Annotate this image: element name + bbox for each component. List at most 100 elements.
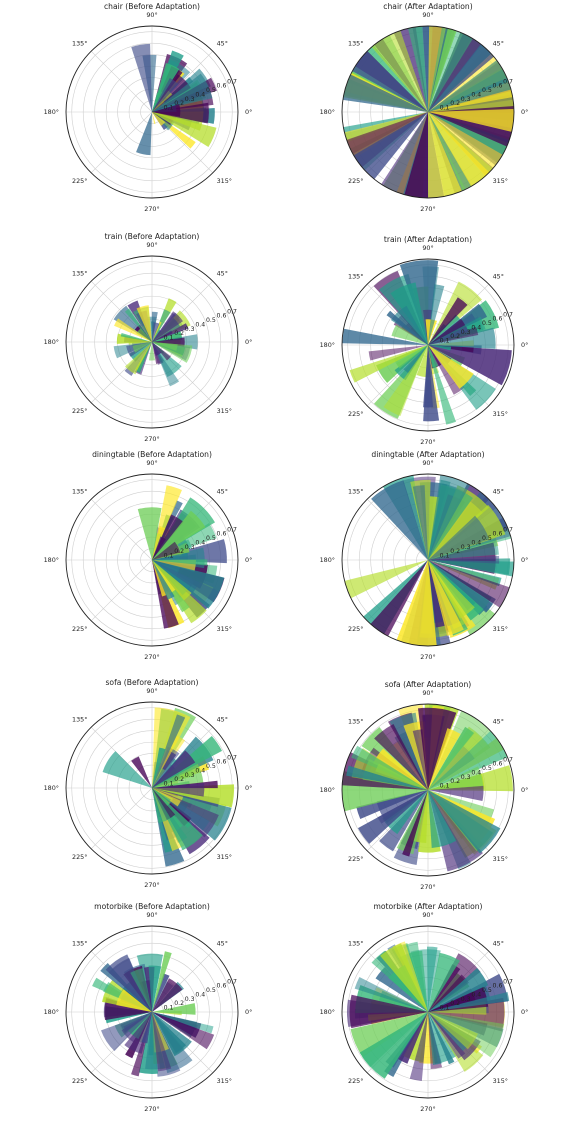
polar-bar [370, 560, 428, 637]
polar-bar [362, 758, 428, 790]
angular-tick-label: 90° [146, 459, 157, 467]
polar-bar [394, 345, 428, 381]
polar-chart-4: diningtable (Before Adaptation) 0° 45° 90° 1… [44, 450, 253, 661]
polar-bar [428, 730, 508, 790]
radial-tick-label: 0.1 [164, 335, 174, 342]
polar-bar [428, 992, 510, 1012]
angular-tick-label: 135° [72, 270, 87, 278]
radial-tick-label: 0.4 [471, 539, 481, 546]
polar-bar [152, 112, 156, 124]
polar-bar [428, 555, 500, 564]
polar-frame [65, 25, 239, 199]
polar-bar [124, 1012, 152, 1054]
angular-tick-label: 270° [420, 883, 435, 891]
polar-bar [428, 953, 481, 1012]
polar-bar [428, 345, 442, 369]
radial-tick-label: 0.7 [503, 978, 513, 985]
angular-tick-label: 180° [320, 341, 335, 349]
radial-tick-label: 0.2 [174, 776, 184, 783]
polar-bar [152, 323, 189, 342]
bars-group [342, 25, 515, 199]
radial-tick-label: 0.7 [503, 526, 513, 533]
polar-bar [428, 316, 486, 345]
polar-frame [65, 701, 239, 875]
polar-bar [136, 310, 152, 342]
radial-tick-label: 0.1 [164, 781, 174, 788]
polar-bar [368, 345, 428, 361]
polar-bar [152, 311, 183, 342]
polar-bar [152, 102, 209, 124]
polar-bar [428, 112, 490, 187]
polar-bar [428, 297, 468, 345]
polar-bar [152, 788, 171, 802]
angular-tick-label: 180° [44, 338, 59, 346]
radial-tick-label: 0.2 [174, 548, 184, 555]
angular-tick-label: 45° [493, 718, 504, 726]
polar-bar [428, 790, 501, 854]
polar-bar [152, 1012, 214, 1034]
polar-frame [65, 473, 239, 647]
polar-bar [428, 560, 445, 628]
angular-tick-label: 225° [72, 853, 87, 861]
angular-gridline [90, 111, 153, 174]
polar-bar [152, 951, 172, 1012]
angular-tick-label: 180° [320, 556, 335, 564]
bars-group [344, 474, 514, 647]
polar-bar [152, 1012, 172, 1072]
polar-bar [152, 560, 192, 601]
radial-tick-label: 0.4 [471, 769, 481, 776]
angular-gridline [90, 498, 153, 561]
radial-tick-label: 0.3 [461, 996, 471, 1003]
polar-bar [152, 112, 217, 148]
polar-bar [357, 790, 428, 844]
bars-group [131, 43, 217, 156]
polar-bar [428, 345, 512, 386]
polar-bar [128, 1012, 152, 1039]
polar-bar [116, 989, 152, 1012]
angular-tick-label: 315° [217, 853, 232, 861]
polar-bar [402, 790, 428, 857]
polar-frame [341, 703, 515, 877]
polar-bar [152, 783, 205, 797]
angular-tick-label: 135° [348, 718, 363, 726]
angular-tick-label: 315° [493, 1077, 508, 1085]
angular-tick-label: 135° [348, 40, 363, 48]
polar-bar [141, 1012, 152, 1044]
polar-bar [428, 27, 473, 112]
angular-tick-label: 180° [320, 108, 335, 116]
polar-bar [152, 77, 179, 112]
radial-tick-label: 0.2 [450, 778, 460, 785]
polar-chart-9: motorbike (After Adaptation) 0° 45° 90° 135°… [320, 902, 529, 1113]
radial-tick-label: 0.6 [493, 316, 503, 323]
polar-bar [152, 309, 171, 342]
radial-tick-label: 0.2 [174, 1000, 184, 1007]
polar-bar [346, 765, 428, 790]
radial-tick-label: 0.3 [185, 544, 195, 551]
polar-bar [428, 345, 452, 351]
chart-title: sofa (Before Adaptation) [105, 678, 198, 687]
polar-bar [152, 560, 175, 600]
polar-bar [152, 342, 193, 363]
polar-bar [152, 510, 206, 560]
polar-bar [428, 112, 466, 197]
radial-tick-label: 0.5 [482, 987, 492, 994]
polar-bar [428, 314, 461, 345]
angular-tick-label: 270° [144, 653, 159, 661]
radial-tick-label: 0.5 [206, 535, 216, 542]
chart-title: motorbike (Before Adaptation) [94, 902, 210, 911]
polar-chart-3: train (After Adaptation) 0° 45° 90° 135° 180°… [320, 235, 529, 446]
angular-tick-label: 45° [493, 940, 504, 948]
angular-tick-label: 225° [348, 410, 363, 418]
polar-bar [148, 342, 155, 361]
radial-tick-label: 0.7 [503, 311, 513, 318]
angular-tick-label: 270° [144, 205, 159, 213]
polar-bar [120, 333, 152, 342]
polar-bar [152, 788, 171, 823]
angular-tick-label: 225° [72, 407, 87, 415]
angular-tick-label: 135° [348, 940, 363, 948]
polar-bar [428, 318, 468, 345]
polar-bar [152, 763, 204, 788]
angular-tick-label: 90° [146, 241, 157, 249]
radial-tick-label: 0.4 [471, 324, 481, 331]
radial-tick-label: 0.5 [206, 87, 216, 94]
